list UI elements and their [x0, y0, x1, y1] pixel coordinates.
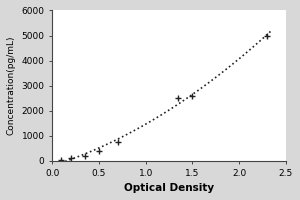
- Y-axis label: Concentration(pg/mL): Concentration(pg/mL): [7, 36, 16, 135]
- X-axis label: Optical Density: Optical Density: [124, 183, 214, 193]
